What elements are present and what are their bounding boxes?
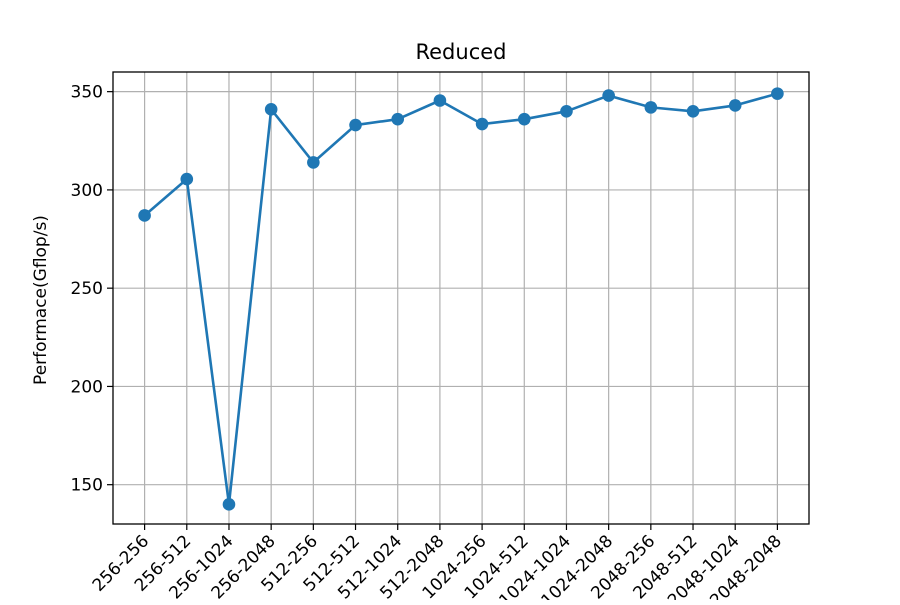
data-point <box>349 118 362 132</box>
data-point <box>391 112 405 126</box>
y-tick-label: 250 <box>71 279 103 299</box>
y-tick-label: 200 <box>71 377 103 397</box>
data-point <box>517 112 531 126</box>
plot-area-frame <box>112 71 810 525</box>
tick-labels: 256-256256-512256-1024256-2048512-256512… <box>71 83 786 600</box>
data-point <box>686 105 700 118</box>
series-line <box>143 92 778 506</box>
data-point <box>180 172 194 186</box>
series <box>138 87 784 511</box>
axis-ticks <box>107 91 779 530</box>
data-point <box>433 94 447 107</box>
grid <box>113 72 809 524</box>
data-point <box>475 117 489 131</box>
data-point <box>602 89 615 102</box>
chart-title: Reduced <box>415 40 506 64</box>
data-point <box>771 87 784 100</box>
data-point <box>560 105 573 118</box>
data-point <box>307 156 320 169</box>
data-point <box>222 498 236 511</box>
data-point <box>264 103 278 116</box>
data-point <box>138 209 151 222</box>
y-tick-label: 350 <box>71 83 103 103</box>
y-axis-label: Performace(Gflop/s) <box>31 215 51 385</box>
y-tick-label: 300 <box>71 181 103 201</box>
data-point <box>644 101 658 114</box>
y-tick-label: 150 <box>71 476 103 496</box>
data-point <box>728 99 742 112</box>
